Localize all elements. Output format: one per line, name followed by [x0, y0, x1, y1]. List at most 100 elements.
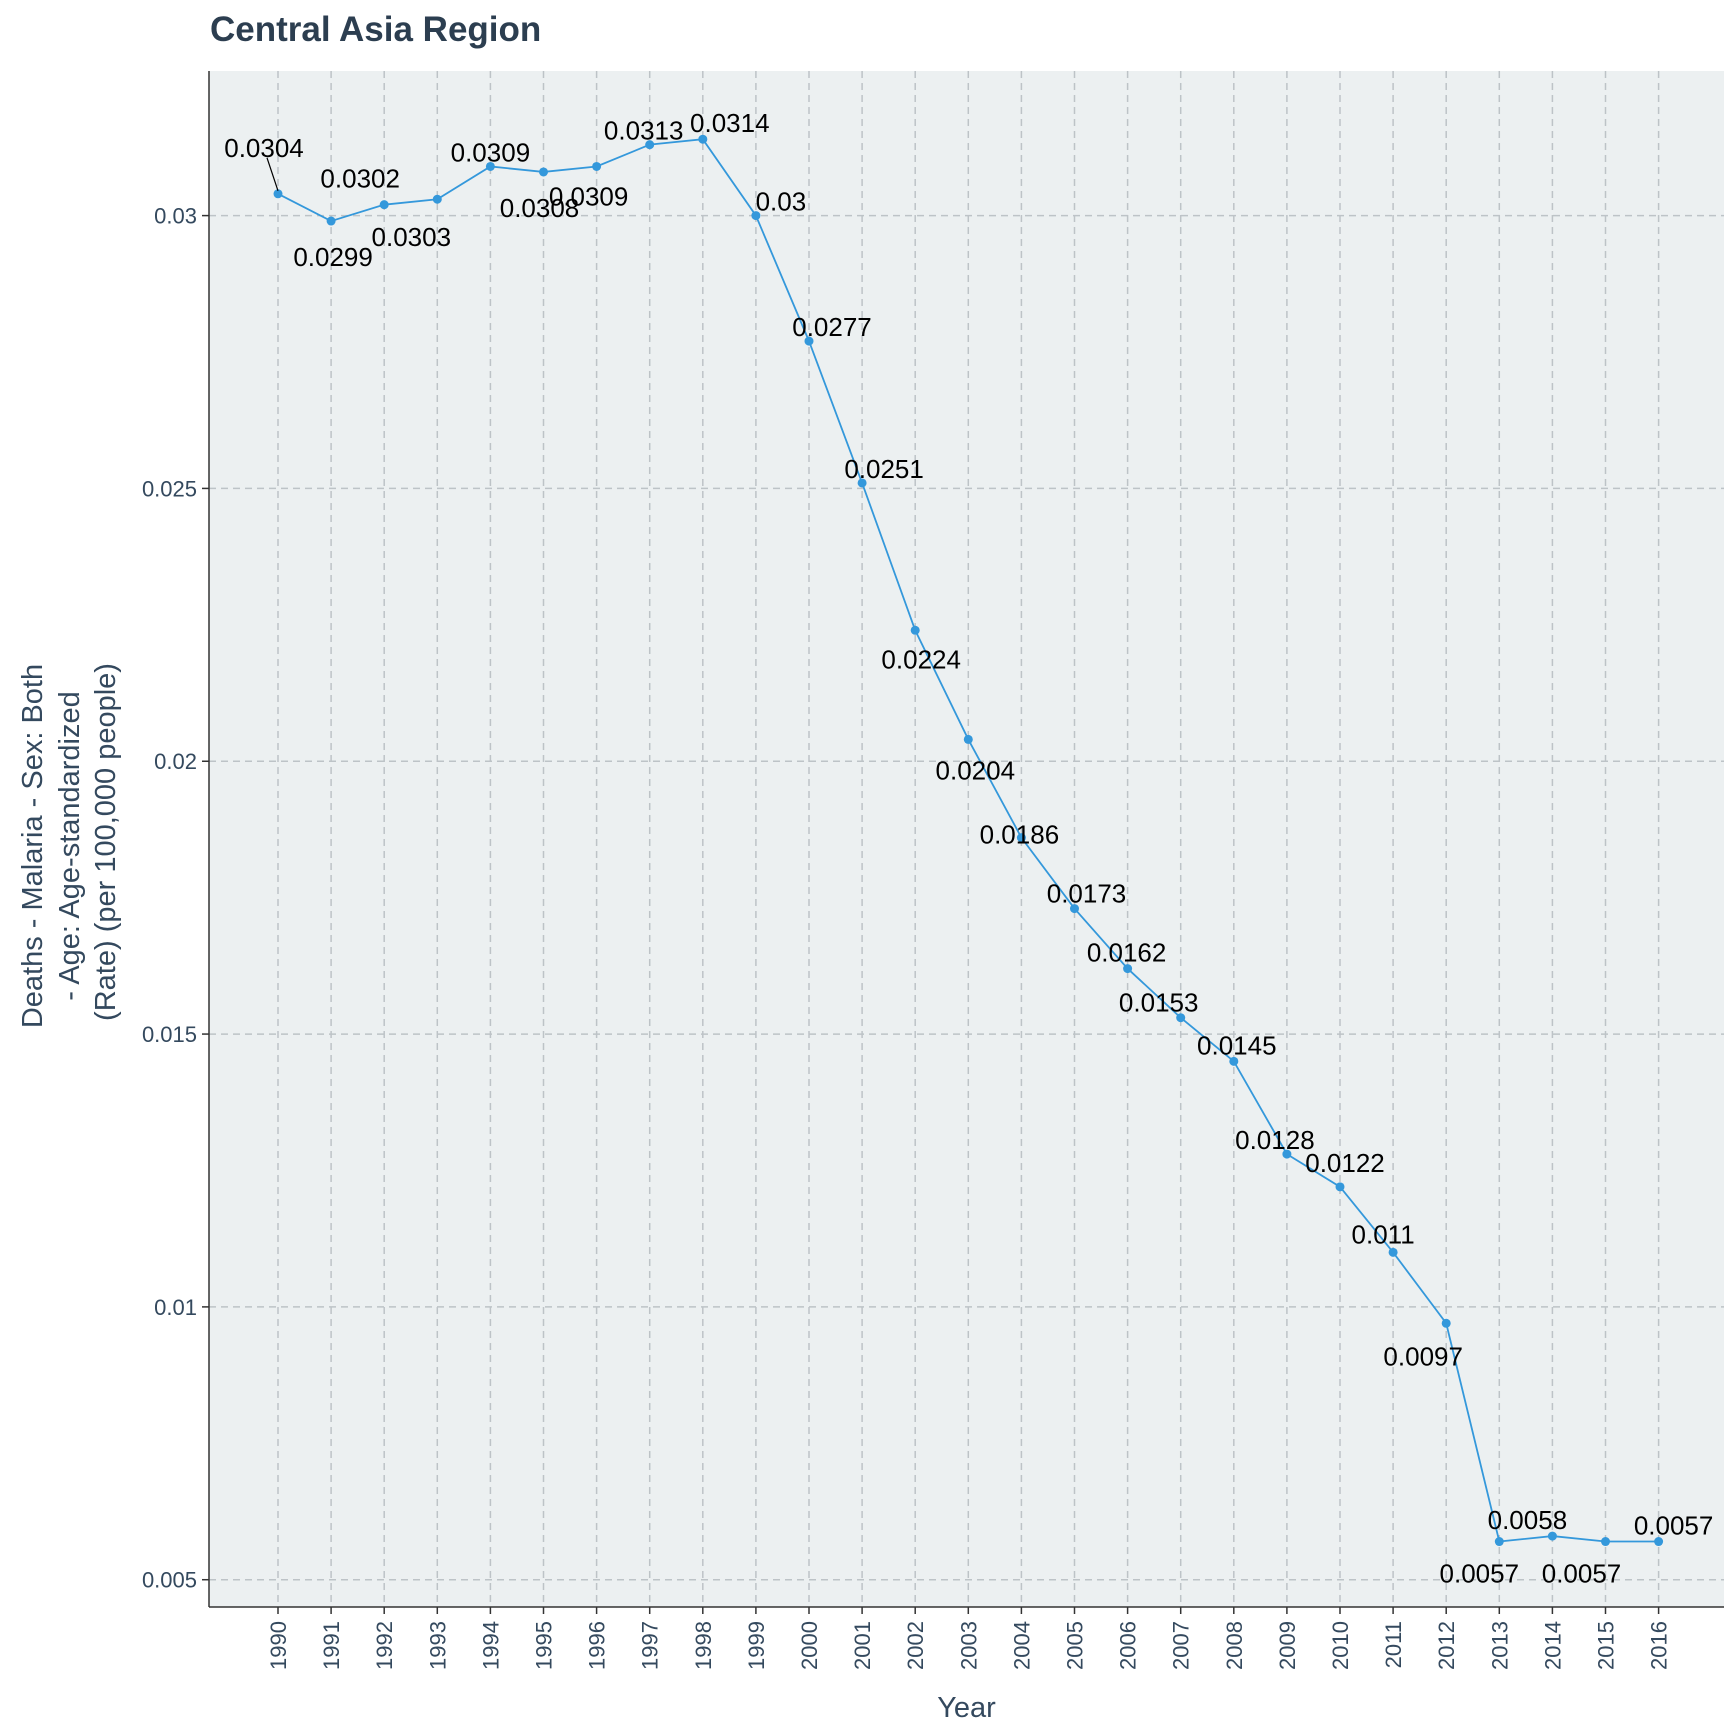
- label-layer: 0.03040.02990.03020.03030.03090.03080.03…: [224, 108, 1713, 1588]
- data-point: [1494, 1537, 1504, 1547]
- data-label: 0.0224: [881, 644, 961, 674]
- x-tick-label: 2008: [1222, 1621, 1247, 1670]
- data-point: [1070, 904, 1079, 914]
- y-tick-label: 0.005: [142, 1568, 197, 1593]
- data-point: [379, 200, 389, 210]
- data-point: [1123, 964, 1133, 974]
- data-point: [539, 167, 548, 177]
- x-tick-label: 1991: [319, 1621, 344, 1670]
- x-tick-label: 2009: [1275, 1621, 1300, 1670]
- data-label: 0.03: [756, 187, 807, 217]
- data-label: 0.0173: [1047, 879, 1127, 909]
- data-point: [1441, 1318, 1451, 1328]
- data-point: [432, 194, 442, 204]
- x-tick-label: 1999: [744, 1621, 769, 1670]
- x-tick-label: 2014: [1540, 1621, 1565, 1670]
- x-tick-label: 2006: [1116, 1621, 1141, 1670]
- data-point: [1176, 1013, 1186, 1023]
- data-point: [1282, 1149, 1292, 1159]
- y-tick-label: 0.02: [154, 749, 197, 774]
- data-label: 0.0314: [690, 108, 770, 138]
- data-label-connector: [266, 157, 279, 191]
- data-label: 0.011: [1352, 1219, 1415, 1249]
- data-point: [592, 161, 602, 171]
- data-label: 0.0309: [549, 181, 629, 211]
- plot-panel: [209, 71, 1724, 1607]
- data-point: [1547, 1531, 1557, 1541]
- data-point: [1654, 1537, 1664, 1547]
- data-label: 0.0313: [604, 116, 684, 146]
- x-tick-label: 2004: [1009, 1621, 1034, 1670]
- data-label: 0.0303: [372, 222, 452, 252]
- data-label: 0.0309: [451, 137, 531, 167]
- x-tick-label: 2010: [1328, 1621, 1353, 1670]
- x-tick-label: 1997: [638, 1621, 663, 1670]
- x-tick-label: 1994: [478, 1621, 503, 1670]
- data-point: [857, 478, 867, 488]
- data-label: 0.0057: [1634, 1511, 1714, 1541]
- data-label: 0.0097: [1383, 1341, 1463, 1371]
- x-tick-label: 2000: [797, 1621, 822, 1670]
- x-tick-label: 1998: [691, 1621, 716, 1670]
- x-tick-label: 2001: [850, 1621, 875, 1670]
- x-tick-label: 2007: [1169, 1621, 1194, 1670]
- data-point: [1016, 833, 1026, 843]
- data-label: 0.0162: [1087, 938, 1167, 968]
- data-label: 0.0122: [1305, 1148, 1385, 1178]
- x-tick-label: 2003: [956, 1621, 981, 1670]
- y-tick-label: 0.015: [142, 1022, 197, 1047]
- x-tick-label: 2016: [1647, 1621, 1672, 1670]
- data-label: 0.0302: [320, 164, 400, 194]
- x-tick-label: 2012: [1434, 1621, 1459, 1670]
- series-layer: [273, 134, 1664, 1547]
- data-label: 0.0304: [224, 133, 304, 163]
- y-tick-label: 0.03: [154, 204, 197, 229]
- data-point: [1335, 1182, 1345, 1192]
- axis-layer: 0.005 0.01 0.015 0.02 0.025 0.03 1990 1991 1992 1…: [142, 71, 1724, 1670]
- data-point: [963, 734, 973, 744]
- y-axis-title: Deaths - Malaria - Sex: Both - Age: Age-…: [17, 656, 122, 1028]
- y-tick-label: 0.01: [154, 1295, 197, 1320]
- x-tick-label: 1993: [425, 1621, 450, 1670]
- x-tick-label: 1996: [585, 1621, 610, 1670]
- data-label: 0.0308: [500, 193, 580, 223]
- data-point: [698, 134, 708, 144]
- x-tick-label: 2013: [1487, 1621, 1512, 1670]
- data-label: 0.0186: [980, 820, 1060, 850]
- chart-title: Central Asia Region: [210, 10, 542, 49]
- grid-layer: [209, 71, 1724, 1607]
- y-axis-title-line-1: Deaths - Malaria - Sex: Both: [17, 664, 49, 1028]
- x-tick-label: 2005: [1063, 1621, 1088, 1670]
- data-point: [645, 140, 655, 150]
- y-axis-title-line-2: - Age: Age-standardized: [54, 691, 86, 1001]
- data-label: 0.0277: [792, 312, 872, 342]
- data-label: 0.0057: [1542, 1559, 1622, 1589]
- data-label: 0.0145: [1197, 1030, 1277, 1060]
- data-point: [910, 625, 920, 635]
- y-tick-label: 0.025: [142, 476, 197, 501]
- x-tick-label: 2011: [1381, 1621, 1406, 1668]
- data-label: 0.0128: [1235, 1125, 1315, 1155]
- data-label: 0.0299: [293, 242, 373, 272]
- data-point: [326, 216, 336, 226]
- data-point: [1388, 1247, 1398, 1257]
- x-tick-label: 2002: [903, 1621, 928, 1670]
- data-label: 0.0251: [844, 454, 924, 484]
- x-tick-label: 1995: [532, 1621, 557, 1670]
- data-point: [273, 189, 283, 199]
- x-axis-title: Year: [937, 1692, 996, 1724]
- data-point: [804, 336, 814, 346]
- data-point: [485, 161, 495, 171]
- x-tick-label: 1992: [372, 1621, 397, 1670]
- data-label: 0.0057: [1440, 1559, 1520, 1589]
- x-tick-label: 1990: [266, 1621, 291, 1670]
- data-label: 0.0058: [1488, 1505, 1568, 1535]
- y-axis-title-line-3: (Rate) (per 100,000 people): [90, 663, 122, 1021]
- x-tick-label: 2015: [1594, 1621, 1619, 1670]
- data-label: 0.0204: [936, 755, 1016, 785]
- data-point: [751, 211, 761, 221]
- data-point: [1229, 1056, 1239, 1066]
- data-point: [1601, 1537, 1610, 1547]
